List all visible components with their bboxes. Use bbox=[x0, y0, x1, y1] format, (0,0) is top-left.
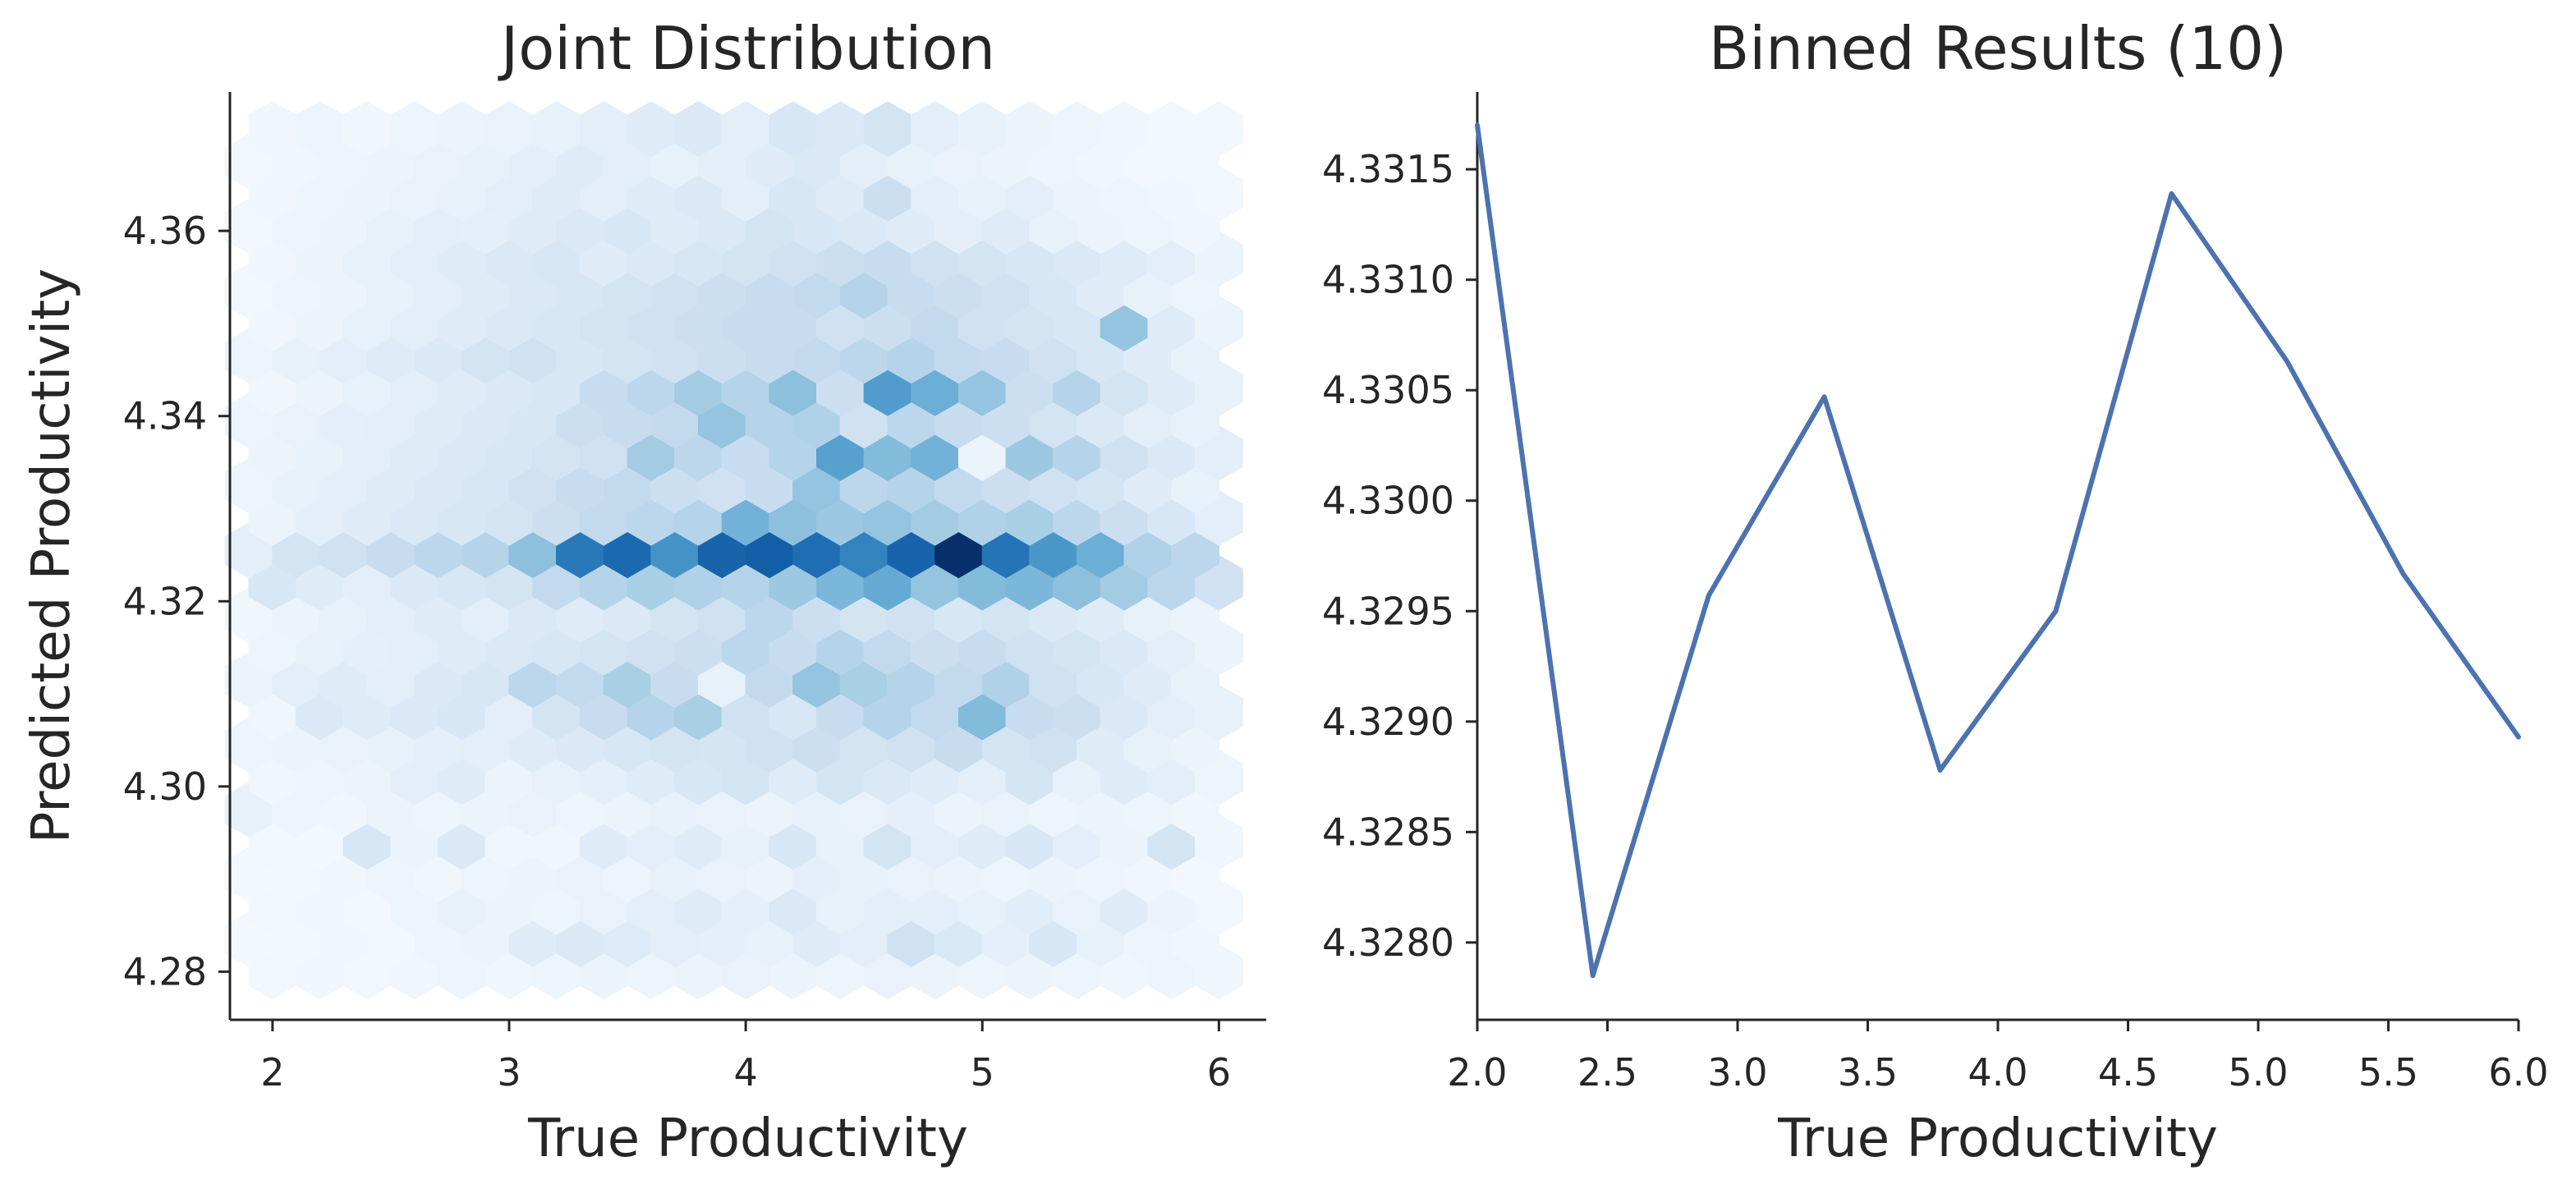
binned-series-line bbox=[1475, 122, 2521, 979]
hexbin-cell bbox=[484, 101, 534, 157]
left-y-tick-label: 4.34 bbox=[123, 394, 207, 438]
left-x-tick-label: 3 bbox=[497, 1050, 521, 1095]
right-y-ticks: 4.3280 4.3285 4.3290 4.3295 4.3300 4.3305 4.33… bbox=[1322, 147, 1477, 965]
hexbin-cell bbox=[721, 101, 770, 157]
left-y-axis-label: Predicted Productivity bbox=[21, 269, 82, 843]
left-y-tick-label: 4.28 bbox=[123, 949, 207, 994]
hexbin-cell bbox=[296, 101, 344, 157]
left-x-ticks: 2 3 4 5 6 bbox=[260, 1020, 1231, 1095]
hexbin-cell bbox=[1100, 101, 1149, 157]
hexbin-cell bbox=[438, 101, 486, 157]
right-y-tick-label: 4.3315 bbox=[1322, 147, 1454, 191]
joint-distribution-panel: Joint Distribution 2 3 4 5 6 4.28 4.30 4.32 4.3… bbox=[21, 14, 1266, 1169]
binned-series bbox=[1475, 122, 2521, 979]
binned-results-title: Binned Results (10) bbox=[1709, 14, 2287, 83]
hexbin-cell bbox=[863, 101, 912, 157]
right-y-tick-label: 4.3310 bbox=[1322, 258, 1454, 302]
right-x-tick-label: 2.0 bbox=[1447, 1050, 1507, 1095]
hexbin-cell bbox=[1053, 101, 1101, 157]
right-x-tick-label: 4.0 bbox=[1968, 1050, 2027, 1095]
hexbin-cells bbox=[224, 101, 1243, 1000]
hexbin-cell bbox=[769, 101, 818, 157]
right-y-tick-label: 4.3295 bbox=[1322, 589, 1454, 633]
right-y-tick-label: 4.3300 bbox=[1322, 479, 1454, 523]
hexbin-cell bbox=[248, 101, 297, 157]
hexbin-cell bbox=[579, 101, 628, 157]
hexbin-cell bbox=[532, 101, 581, 157]
right-y-tick-label: 4.3280 bbox=[1322, 920, 1454, 965]
right-x-tick-label: 4.5 bbox=[2098, 1050, 2158, 1095]
hexbin-cell bbox=[390, 101, 439, 157]
hexbin-cell bbox=[342, 101, 392, 157]
hexbin-cell bbox=[1195, 101, 1243, 157]
left-x-tick-label: 6 bbox=[1207, 1050, 1231, 1095]
left-x-axis-label: True Productivity bbox=[527, 1108, 968, 1169]
right-x-ticks: 2.0 2.5 3.0 3.5 4.0 4.5 5.0 5.5 6.0 bbox=[1447, 1020, 2549, 1095]
right-x-tick-label: 3.5 bbox=[1838, 1050, 1898, 1095]
right-x-tick-label: 5.5 bbox=[2358, 1050, 2418, 1095]
left-x-tick-label: 5 bbox=[971, 1050, 994, 1095]
hexbin-cell bbox=[627, 101, 676, 157]
right-x-tick-label: 2.5 bbox=[1577, 1050, 1637, 1095]
left-y-tick-label: 4.32 bbox=[123, 579, 207, 623]
hexbin-cell bbox=[911, 101, 959, 157]
hexbin-cell bbox=[1005, 101, 1054, 157]
joint-distribution-title: Joint Distribution bbox=[498, 14, 995, 83]
right-y-tick-label: 4.3285 bbox=[1322, 810, 1454, 854]
left-y-tick-label: 4.36 bbox=[123, 209, 207, 253]
right-y-tick-label: 4.3290 bbox=[1322, 700, 1454, 744]
left-x-tick-label: 2 bbox=[260, 1050, 284, 1095]
right-y-tick-label: 4.3305 bbox=[1322, 368, 1454, 412]
right-x-tick-label: 5.0 bbox=[2228, 1050, 2288, 1095]
hexbin-cell bbox=[674, 101, 723, 157]
binned-results-panel: Binned Results (10) 2.0 2.5 3.0 3.5 4.0 4.5 5.… bbox=[1322, 14, 2549, 1169]
hexbin-cell bbox=[1147, 101, 1196, 157]
hexbin-cell bbox=[957, 101, 1007, 157]
left-y-tick-label: 4.30 bbox=[123, 764, 207, 809]
left-x-tick-label: 4 bbox=[733, 1050, 757, 1095]
right-x-tick-label: 3.0 bbox=[1707, 1050, 1767, 1095]
right-x-axis-label: True Productivity bbox=[1777, 1108, 2218, 1169]
left-y-ticks: 4.28 4.30 4.32 4.34 4.36 bbox=[123, 209, 230, 994]
hexbin-cell bbox=[816, 101, 865, 157]
right-x-tick-label: 6.0 bbox=[2488, 1050, 2548, 1095]
